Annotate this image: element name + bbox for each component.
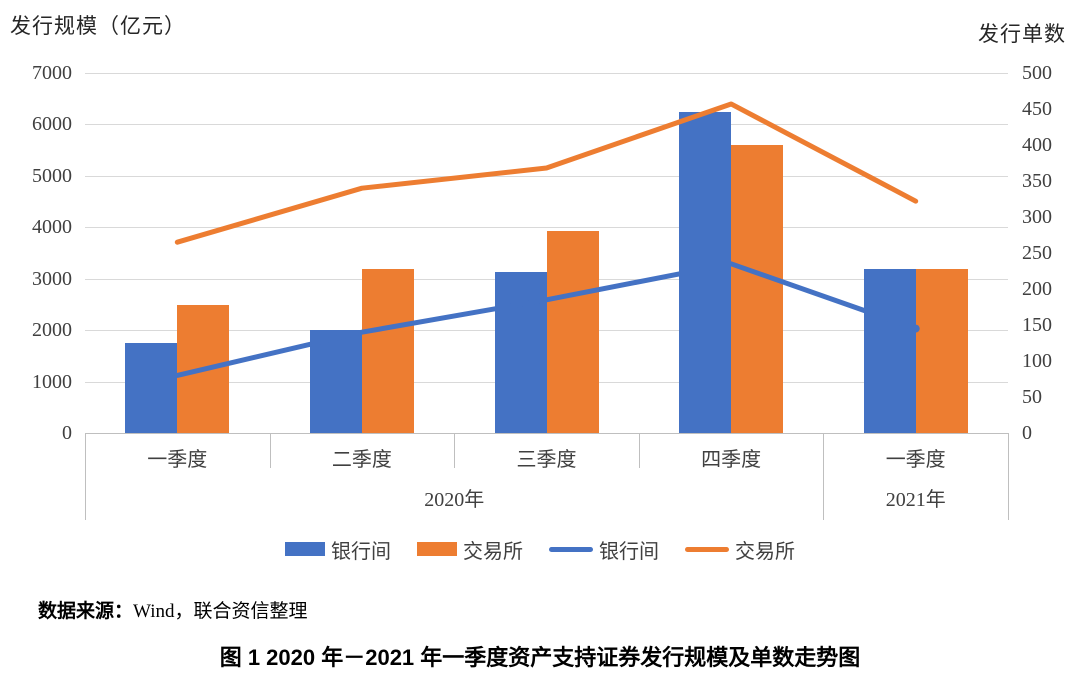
right-axis-tick: 100: [1022, 350, 1052, 372]
x-axis-group-divider: [823, 433, 825, 520]
data-source-prefix: 数据来源：: [38, 601, 134, 622]
right-axis-tick: 350: [1022, 170, 1052, 192]
gridline: [85, 175, 1008, 177]
x-category-label: 四季度: [701, 449, 762, 471]
legend-line-swatch: [549, 546, 593, 552]
bar-银行间-3: [494, 271, 547, 433]
bar-银行间-1: [125, 343, 178, 433]
x-axis-line: [85, 433, 1008, 434]
left-axis-tick: 7000: [32, 62, 72, 84]
line-end-marker: [911, 324, 920, 333]
right-axis-tick: 50: [1022, 386, 1042, 408]
data-source-note: 数据来源：Wind，联合资信整理: [38, 596, 307, 623]
left-axis-tick: 2000: [32, 319, 72, 342]
line-银行间: [174, 261, 919, 378]
x-axis-group-divider: [1008, 433, 1009, 520]
bar-交易所-3: [546, 231, 599, 433]
legend-item-银行间: 银行间: [285, 535, 391, 564]
left-axis-title: 发行规模（亿元）: [10, 14, 186, 38]
legend-bar-swatch: [417, 542, 457, 556]
gridline: [85, 227, 1008, 229]
right-axis-tick: 200: [1022, 278, 1052, 300]
chart-legend: 银行间 交易所 银行间 交易所: [0, 533, 1080, 565]
x-axis-divider: [454, 433, 456, 468]
legend-item-交易所: 交易所: [685, 535, 795, 564]
left-axis-tick: 6000: [32, 113, 72, 136]
left-axis-tick: 0: [62, 422, 72, 444]
x-axis-divider: [269, 433, 271, 468]
right-axis-tick: 250: [1022, 242, 1052, 264]
plot-area: [85, 73, 1008, 433]
right-axis-tick: 300: [1022, 206, 1052, 228]
right-axis-tick: 450: [1022, 98, 1052, 120]
line-交易所: [174, 101, 919, 245]
right-axis-tick: 500: [1022, 62, 1052, 84]
bar-银行间-2: [309, 330, 362, 433]
right-axis-tick: 0: [1022, 422, 1032, 444]
legend-line-swatch: [685, 546, 729, 552]
x-category-label: 二季度: [331, 449, 392, 471]
right-axis-tick: 150: [1022, 314, 1052, 336]
x-category-label: 一季度: [147, 449, 208, 471]
bar-交易所-5: [915, 268, 968, 433]
left-axis-tick: 4000: [32, 216, 72, 239]
x-year-label: 2020年: [424, 489, 485, 511]
bar-银行间-5: [863, 268, 916, 433]
data-source-text: Wind，联合资信整理: [133, 601, 308, 622]
x-axis-divider: [638, 433, 640, 468]
x-year-label: 2021年: [885, 489, 946, 511]
gridline: [85, 73, 1008, 74]
left-axis-tick: 5000: [32, 164, 72, 187]
legend-label: 银行间: [331, 540, 391, 563]
legend-label: 银行间: [599, 540, 659, 563]
bar-交易所-4: [731, 145, 784, 433]
bar-交易所-2: [361, 268, 414, 433]
right-axis-tick: 400: [1022, 134, 1052, 156]
left-axis-tick: 1000: [32, 370, 72, 393]
x-category-label: 三季度: [516, 449, 577, 471]
left-axis-tick: 3000: [32, 267, 72, 290]
legend-label: 交易所: [735, 540, 795, 563]
x-axis-group-divider: [85, 433, 86, 520]
legend-label: 交易所: [463, 540, 523, 563]
x-category-label: 一季度: [885, 449, 946, 471]
legend-bar-swatch: [285, 542, 325, 556]
line-series-layer: [174, 101, 920, 378]
figure-caption: 图 1 2020 年－2021 年一季度资产支持证券发行规模及单数走势图: [219, 645, 861, 670]
right-axis-title: 发行单数: [978, 22, 1066, 46]
legend-item-交易所: 交易所: [417, 535, 523, 564]
legend-item-银行间: 银行间: [549, 535, 659, 564]
gridline: [85, 124, 1008, 126]
